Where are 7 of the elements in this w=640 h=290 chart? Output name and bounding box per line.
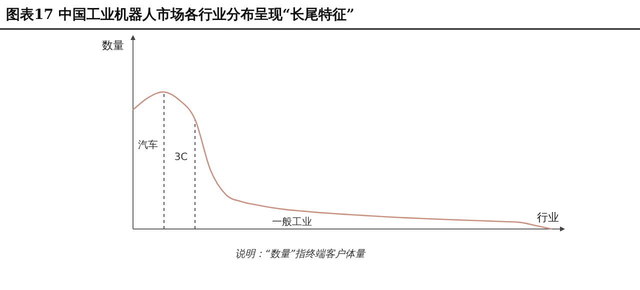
annotation: 一般工业 [272, 216, 312, 228]
chart-title: 图表17 中国工业机器人市场各行业分布呈现“长尾特征” [6, 6, 354, 23]
text: 说明：“数量”指终端客户体量 [234, 248, 366, 260]
x-axis-title: 行业 [537, 211, 559, 224]
annotation: 汽车 [138, 139, 158, 151]
annotation: 3C [174, 152, 188, 163]
y-axis-title: 数量 [102, 39, 124, 52]
